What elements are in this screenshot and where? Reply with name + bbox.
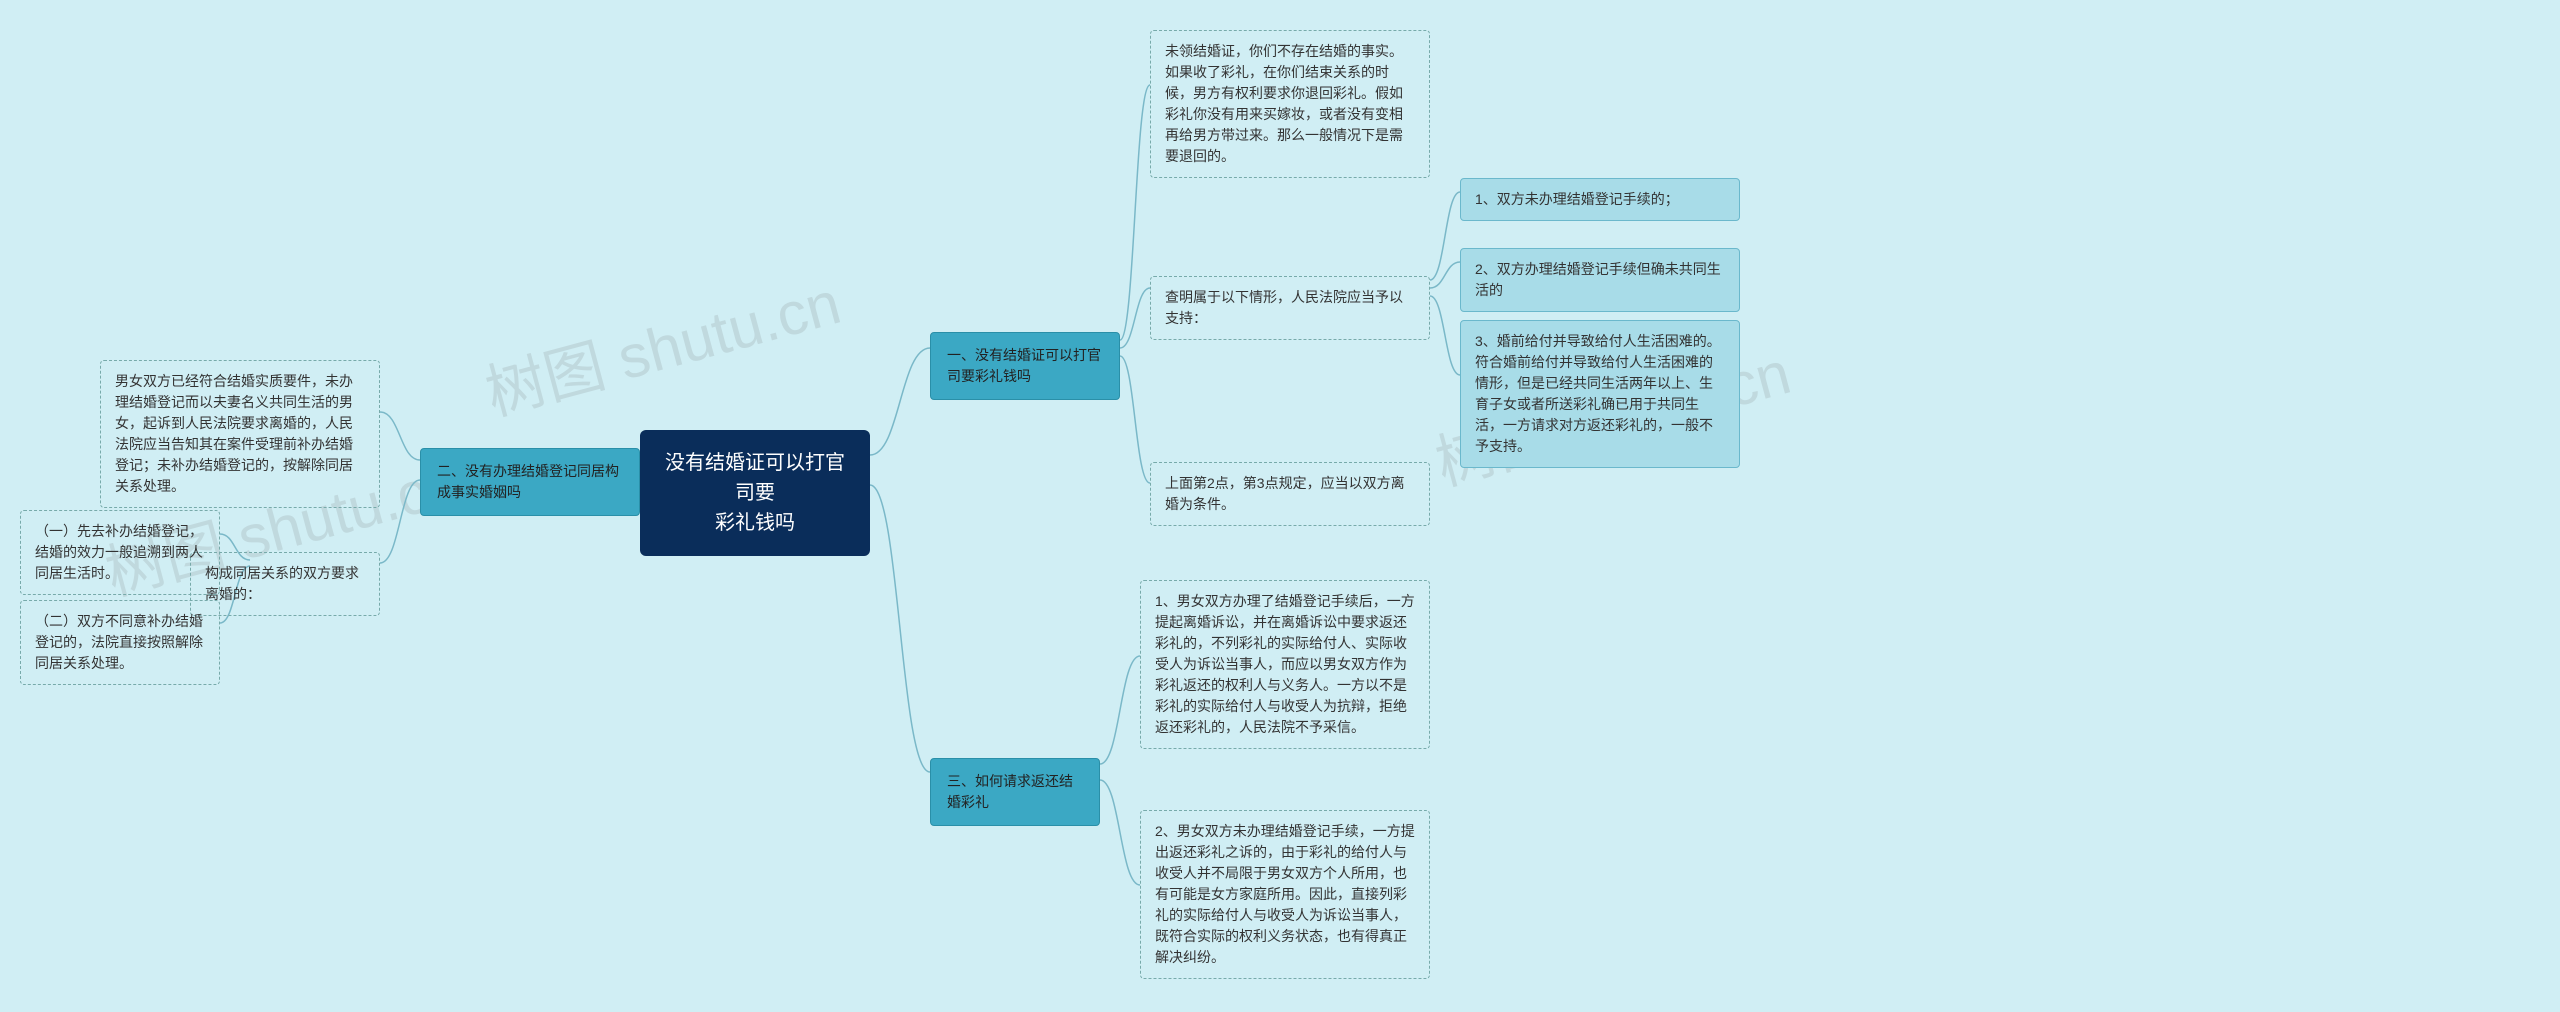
b1-c1: 未领结婚证，你们不存在结婚的事实。如果收了彩礼，在你们结束关系的时候，男方有权利… (1150, 30, 1430, 178)
branch-1: 一、没有结婚证可以打官司要彩礼钱吗 (930, 332, 1120, 400)
root-line1: 没有结婚证可以打官司要 (665, 452, 845, 504)
root-node: 没有结婚证可以打官司要 彩礼钱吗 (640, 430, 870, 556)
watermark: 树图 shutu.cn (475, 254, 849, 432)
root-line2: 彩礼钱吗 (715, 512, 795, 534)
branch2-gc1: （一）先去补办结婚登记，结婚的效力一般追溯到两人同居生活时。 (20, 510, 220, 595)
b1-c2-2: 2、双方办理结婚登记手续但确未共同生活的 (1460, 248, 1740, 312)
b1-c2-1: 1、双方未办理结婚登记手续的； (1460, 178, 1740, 221)
b1-c2-3: 3、婚前给付并导致给付人生活困难的。符合婚前给付并导致给付人生活困难的情形，但是… (1460, 320, 1740, 468)
b1-c2: 查明属于以下情形，人民法院应当予以支持： (1150, 276, 1430, 340)
branch2-child1b: 男女双方已经符合结婚实质要件，未办理结婚登记而以夫妻名义共同生活的男女，起诉到人… (100, 360, 380, 508)
branch-3: 三、如何请求返还结婚彩礼 (930, 758, 1100, 826)
b1-c3: 上面第2点，第3点规定，应当以双方离婚为条件。 (1150, 462, 1430, 526)
b3-c1: 1、男女双方办理了结婚登记手续后，一方提起离婚诉讼，并在离婚诉讼中要求返还彩礼的… (1140, 580, 1430, 749)
branch2-gc2: （二）双方不同意补办结婚登记的，法院直接按照解除同居关系处理。 (20, 600, 220, 685)
branch-2: 二、没有办理结婚登记同居构成事实婚姻吗 (420, 448, 640, 516)
b3-c2: 2、男女双方未办理结婚登记手续，一方提出返还彩礼之诉的，由于彩礼的给付人与收受人… (1140, 810, 1430, 979)
